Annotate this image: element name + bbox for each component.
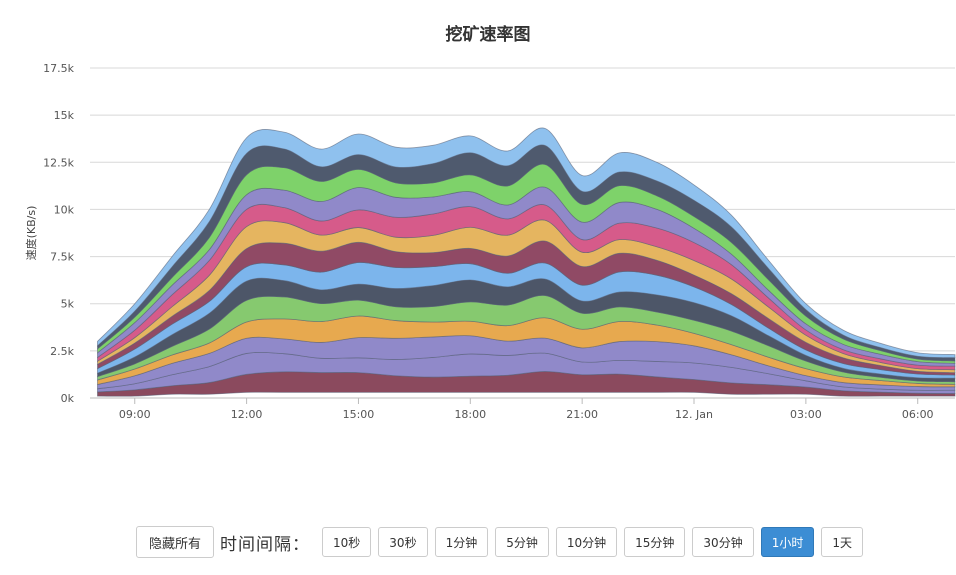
chart-title: 挖矿速率图: [446, 24, 531, 45]
interval-10s-button[interactable]: 10秒: [322, 527, 372, 557]
y-tick-label: 0k: [61, 392, 75, 405]
y-tick-label: 15k: [54, 109, 75, 122]
interval-1d-button[interactable]: 1天: [821, 527, 863, 557]
x-tick-label: 21:00: [566, 408, 598, 421]
interval-15min-button[interactable]: 15分钟: [624, 527, 686, 557]
x-tick-label: 09:00: [119, 408, 151, 421]
stream-area-14: [97, 127, 956, 359]
x-tick-label: 06:00: [902, 408, 934, 421]
x-tick-label: 03:00: [790, 408, 822, 421]
y-tick-label: 10k: [54, 203, 75, 216]
interval-controls: 隐藏所有 时间间隔： 10秒 30秒 1分钟 5分钟 10分钟 15分钟 30分…: [136, 526, 870, 558]
stream-areas: [97, 127, 956, 397]
interval-label: 时间间隔：: [220, 534, 311, 555]
x-tick-label: 12. Jan: [675, 408, 713, 421]
mining-rate-chart: 挖矿速率图 速度(KB/s) 0k 2.5k 5k 7.5k 10k 12.5k 15k 17…: [24, 24, 956, 421]
interval-1min-button[interactable]: 1分钟: [434, 527, 489, 557]
hide-all-button[interactable]: 隐藏所有: [136, 526, 215, 558]
x-tick-label: 18:00: [454, 408, 486, 421]
interval-10min-button[interactable]: 10分钟: [555, 527, 618, 557]
interval-1h-button[interactable]: 1小时: [760, 527, 815, 557]
x-tick-label: 12:00: [231, 408, 263, 421]
x-axis-ticks: 09:00 12:00 15:00 18:00 21:00 12. Jan 03:00 06:…: [119, 398, 934, 421]
interval-5min-button[interactable]: 5分钟: [495, 527, 549, 557]
y-tick-label: 17.5k: [43, 62, 74, 75]
y-axis-ticks: 0k 2.5k 5k 7.5k 10k 12.5k 15k 17.5k: [43, 62, 74, 405]
y-tick-label: 7.5k: [50, 251, 74, 264]
y-tick-label: 5k: [61, 298, 75, 311]
y-axis-label: 速度(KB/s): [24, 206, 38, 261]
interval-30s-button[interactable]: 30秒: [378, 527, 428, 557]
y-tick-label: 2.5k: [50, 345, 74, 358]
interval-30min-button[interactable]: 30分钟: [692, 527, 754, 557]
y-tick-label: 12.5k: [43, 156, 74, 169]
x-tick-label: 15:00: [343, 408, 375, 421]
